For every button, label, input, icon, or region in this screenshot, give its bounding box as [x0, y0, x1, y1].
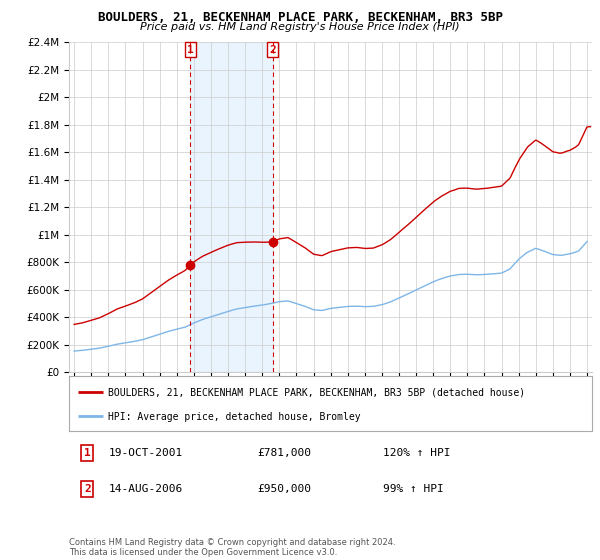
Text: 120% ↑ HPI: 120% ↑ HPI [383, 448, 451, 458]
Text: 1: 1 [187, 45, 194, 55]
Text: Price paid vs. HM Land Registry's House Price Index (HPI): Price paid vs. HM Land Registry's House … [140, 22, 460, 32]
Text: £950,000: £950,000 [257, 484, 311, 494]
Text: BOULDERS, 21, BECKENHAM PLACE PARK, BECKENHAM, BR3 5BP (detached house): BOULDERS, 21, BECKENHAM PLACE PARK, BECK… [108, 388, 526, 398]
Text: 14-AUG-2006: 14-AUG-2006 [108, 484, 182, 494]
Text: 2: 2 [269, 45, 276, 55]
Text: 19-OCT-2001: 19-OCT-2001 [108, 448, 182, 458]
Bar [190, 42, 273, 372]
Text: 99% ↑ HPI: 99% ↑ HPI [383, 484, 443, 494]
Text: BOULDERS, 21, BECKENHAM PLACE PARK, BECKENHAM, BR3 5BP: BOULDERS, 21, BECKENHAM PLACE PARK, BECK… [97, 11, 503, 24]
Text: 2: 2 [84, 484, 91, 494]
Text: 1: 1 [84, 448, 91, 458]
Text: HPI: Average price, detached house, Bromley: HPI: Average price, detached house, Brom… [108, 412, 361, 422]
Text: £781,000: £781,000 [257, 448, 311, 458]
Text: Contains HM Land Registry data © Crown copyright and database right 2024.
This d: Contains HM Land Registry data © Crown c… [69, 538, 395, 557]
